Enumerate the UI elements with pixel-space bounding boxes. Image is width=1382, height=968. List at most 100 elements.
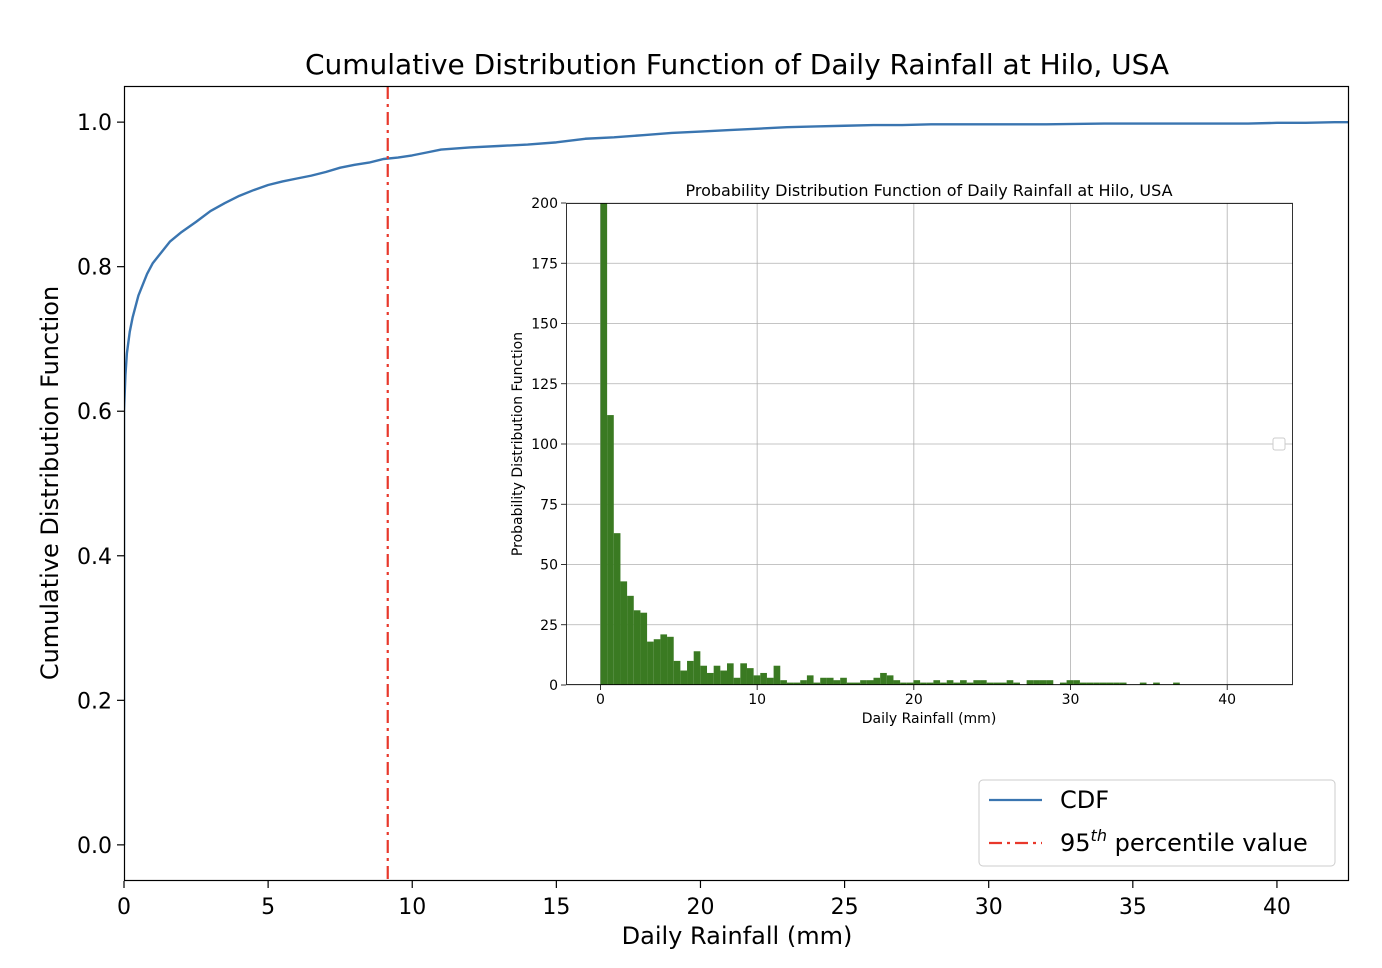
inset-bar	[726, 663, 734, 685]
inset-bar	[653, 639, 661, 685]
inset-bar	[926, 682, 934, 685]
y-tick-label: 1.0	[77, 111, 112, 136]
legend-box	[978, 779, 1336, 867]
inset-bar	[826, 677, 834, 685]
inset-bar	[1099, 682, 1107, 685]
y-tick-label: 0.8	[77, 256, 112, 281]
inset-bar	[633, 610, 641, 685]
inset-y-tick-label: 75	[540, 497, 558, 513]
inset-bar	[673, 660, 681, 685]
inset-bar	[1026, 680, 1034, 685]
inset-bar	[953, 682, 961, 685]
x-tick-label: 40	[1263, 895, 1291, 920]
inset-y-tick-label: 200	[531, 196, 558, 212]
legend-percentile-superscript: th	[1091, 826, 1107, 845]
inset-bar	[846, 682, 854, 685]
inset-bar	[986, 682, 994, 685]
inset-x-tick-label: 10	[748, 692, 766, 708]
y-tick-label: 0.0	[77, 834, 112, 859]
inset-bar	[1093, 682, 1100, 685]
inset-bar	[833, 680, 841, 685]
inset-chart-title: Probability Distribution Function of Dai…	[685, 181, 1172, 200]
x-tick-label: 20	[686, 895, 714, 920]
inset-bar	[627, 595, 634, 685]
legend-percentile-label: 95th percentile value	[1060, 826, 1308, 857]
inset-bar	[873, 677, 881, 685]
inset-bar	[660, 634, 668, 685]
legend: CDF 95th percentile value	[978, 779, 1336, 867]
inset-bar	[920, 682, 927, 685]
inset-histogram-bars	[600, 203, 1180, 685]
inset-y-tick-label: 0	[549, 678, 558, 694]
inset-bar	[866, 680, 874, 685]
inset-bar	[1139, 682, 1147, 685]
x-tick-label: 10	[398, 895, 426, 920]
legend-percentile-number: 95	[1060, 829, 1091, 857]
main-chart-title: Cumulative Distribution Function of Dail…	[305, 48, 1169, 81]
cdf-line	[124, 120, 1349, 845]
x-tick-label: 30	[975, 895, 1003, 920]
inset-bar	[647, 641, 654, 685]
inset-bar	[973, 680, 981, 685]
y-tick-label: 0.4	[77, 545, 112, 570]
inset-bar	[1173, 682, 1180, 685]
inset-bar	[1153, 682, 1160, 685]
inset-bar	[946, 680, 954, 685]
inset-bar	[1106, 682, 1114, 685]
inset-x-tick-label: 40	[1218, 692, 1236, 708]
inset-bar	[993, 682, 1001, 685]
inset-bar	[853, 682, 861, 685]
inset-bar	[607, 415, 614, 685]
inset-bar	[733, 677, 741, 685]
x-tick-label: 5	[261, 895, 275, 920]
inset-bar	[667, 636, 674, 685]
inset-bar	[880, 672, 887, 685]
inset-bar	[640, 612, 648, 685]
inset-bar	[773, 665, 781, 685]
inset-x-tick-label: 30	[1062, 692, 1080, 708]
inset-y-axis-label: Probability Distribution Function	[510, 332, 526, 556]
x-tick-label: 35	[1119, 895, 1147, 920]
inset-bar	[613, 533, 621, 685]
inset-empty-legend	[1272, 437, 1286, 451]
inset-bar	[620, 581, 628, 685]
main-axis-ticks: 0 5 10 15 20 25 30 35 40 0.0 0.2 0.4 0.6 0.8 1.0	[77, 111, 1291, 920]
inset-bar	[1059, 682, 1067, 685]
inset-bar	[720, 670, 727, 685]
inset-bar	[840, 677, 847, 685]
inset-bar	[1119, 682, 1127, 685]
inset-axes-frame	[566, 203, 1293, 685]
inset-bar	[766, 677, 774, 685]
inset-y-tick-label: 175	[531, 256, 558, 272]
inset-bar	[780, 680, 787, 685]
inset-bar	[820, 677, 827, 685]
inset-y-tick-label: 150	[531, 317, 558, 333]
inset-x-tick-label: 20	[905, 692, 923, 708]
inset-bar	[913, 680, 921, 685]
inset-bar	[960, 680, 967, 685]
main-x-axis-label: Daily Rainfall (mm)	[622, 922, 853, 950]
inset-bar	[1046, 680, 1054, 685]
inset-bar	[893, 680, 901, 685]
inset-y-tick-label: 100	[531, 437, 558, 453]
inset-bar	[687, 660, 694, 685]
inset-bar	[980, 680, 987, 685]
inset-y-tick-label: 25	[540, 618, 558, 634]
inset-bar	[1013, 682, 1020, 685]
inset-bar	[966, 682, 974, 685]
inset-bar	[1073, 680, 1080, 685]
inset-bar	[886, 675, 894, 685]
inset-bar	[746, 668, 754, 685]
inset-x-axis-label: Daily Rainfall (mm)	[862, 711, 997, 727]
y-tick-label: 0.2	[77, 689, 112, 714]
inset-y-tick-label: 50	[540, 558, 558, 574]
inset-bar	[700, 665, 708, 685]
inset-bar	[600, 203, 608, 685]
main-y-axis-label: Cumulative Distribution Function	[36, 286, 64, 680]
inset-bar	[1086, 682, 1094, 685]
inset-bar	[1000, 682, 1007, 685]
inset-bar	[1066, 680, 1074, 685]
inset-bar	[900, 682, 907, 685]
inset-bar	[1113, 682, 1120, 685]
x-tick-label: 15	[542, 895, 570, 920]
